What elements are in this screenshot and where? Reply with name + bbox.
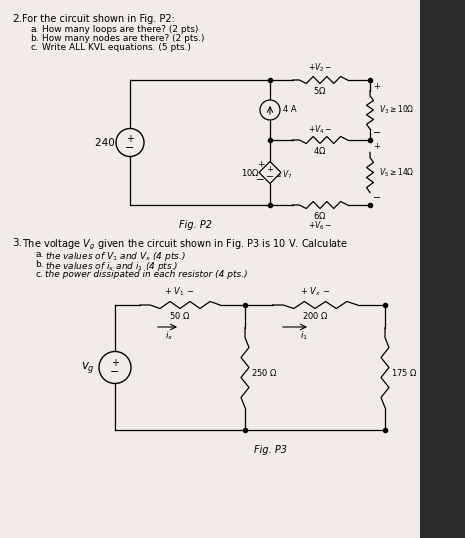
Text: How many nodes are there? (2 pts.): How many nodes are there? (2 pts.) — [42, 34, 205, 43]
Text: 200 $\Omega$: 200 $\Omega$ — [302, 310, 328, 321]
Text: 175 $\Omega$: 175 $\Omega$ — [391, 367, 418, 378]
Text: the values of $V_1$ and $V_x$ (4 pts.): the values of $V_1$ and $V_x$ (4 pts.) — [45, 250, 186, 263]
Text: a.: a. — [35, 250, 43, 259]
Text: $\leq V_7$: $\leq V_7$ — [273, 168, 292, 181]
Text: $+V_4-$: $+V_4-$ — [308, 124, 332, 136]
Text: −: − — [110, 367, 120, 378]
Text: $+\;V_1\;-$: $+\;V_1\;-$ — [165, 286, 195, 298]
Text: $V_3\geq$10$\Omega$: $V_3\geq$10$\Omega$ — [379, 104, 414, 116]
Text: −: − — [256, 175, 265, 186]
Text: 5$\Omega$: 5$\Omega$ — [313, 85, 327, 96]
Text: $+V_2-$: $+V_2-$ — [308, 62, 332, 74]
Text: the values of $\mathit{i}_x$ and $\mathit{i}_1$ (4 pts.): the values of $\mathit{i}_x$ and $\mathi… — [45, 260, 179, 273]
Text: $v_g$: $v_g$ — [81, 360, 95, 375]
Text: the power dissipated in each resistor (4 pts.): the power dissipated in each resistor (4… — [45, 270, 248, 279]
Text: c.: c. — [35, 270, 43, 279]
Text: +: + — [111, 358, 119, 369]
Text: b.: b. — [30, 34, 39, 43]
Circle shape — [116, 129, 144, 157]
Text: 50 $\Omega$: 50 $\Omega$ — [169, 310, 191, 321]
Text: +: + — [126, 133, 134, 144]
Text: $i_x$: $i_x$ — [165, 330, 173, 343]
Text: 10$\Omega$: 10$\Omega$ — [241, 167, 260, 178]
Text: a.: a. — [30, 25, 39, 34]
Circle shape — [99, 351, 131, 384]
Text: +: + — [373, 142, 380, 151]
Text: 6$\Omega$: 6$\Omega$ — [313, 210, 327, 221]
Text: For the circuit shown in Fig. P2:: For the circuit shown in Fig. P2: — [22, 14, 175, 24]
Text: $i_1$: $i_1$ — [300, 330, 308, 343]
Text: +: + — [258, 160, 265, 169]
Text: 250 $\Omega$: 250 $\Omega$ — [251, 367, 278, 378]
Text: −: − — [373, 128, 381, 138]
Text: $+\;V_x\;-$: $+\;V_x\;-$ — [299, 286, 330, 298]
Polygon shape — [259, 161, 281, 183]
Text: −: − — [373, 193, 381, 203]
Text: 3.: 3. — [12, 238, 22, 248]
Text: $V_5\geq$14$\Omega$: $V_5\geq$14$\Omega$ — [379, 166, 414, 179]
Text: Fig. P3: Fig. P3 — [253, 445, 286, 455]
Circle shape — [260, 100, 280, 120]
Text: The voltage $V_g$ given the circuit shown in Fig. P3 is 10 V. Calculate: The voltage $V_g$ given the circuit show… — [22, 238, 348, 252]
Text: Write ALL KVL equations. (5 pts.): Write ALL KVL equations. (5 pts.) — [42, 43, 191, 52]
Text: 240 V: 240 V — [95, 138, 125, 147]
Text: 4 A: 4 A — [283, 105, 297, 115]
Text: 2.: 2. — [12, 14, 22, 24]
Text: −: − — [125, 143, 135, 152]
Text: $+V_6-$: $+V_6-$ — [308, 219, 332, 231]
Text: c.: c. — [30, 43, 38, 52]
Text: Fig. P2: Fig. P2 — [179, 220, 212, 230]
Text: b.: b. — [35, 260, 44, 269]
Text: −: − — [266, 172, 274, 182]
Text: How many loops are there? (2 pts): How many loops are there? (2 pts) — [42, 25, 199, 34]
Text: +: + — [266, 165, 273, 173]
Text: 4$\Omega$: 4$\Omega$ — [313, 145, 327, 156]
Text: +: + — [373, 82, 380, 91]
